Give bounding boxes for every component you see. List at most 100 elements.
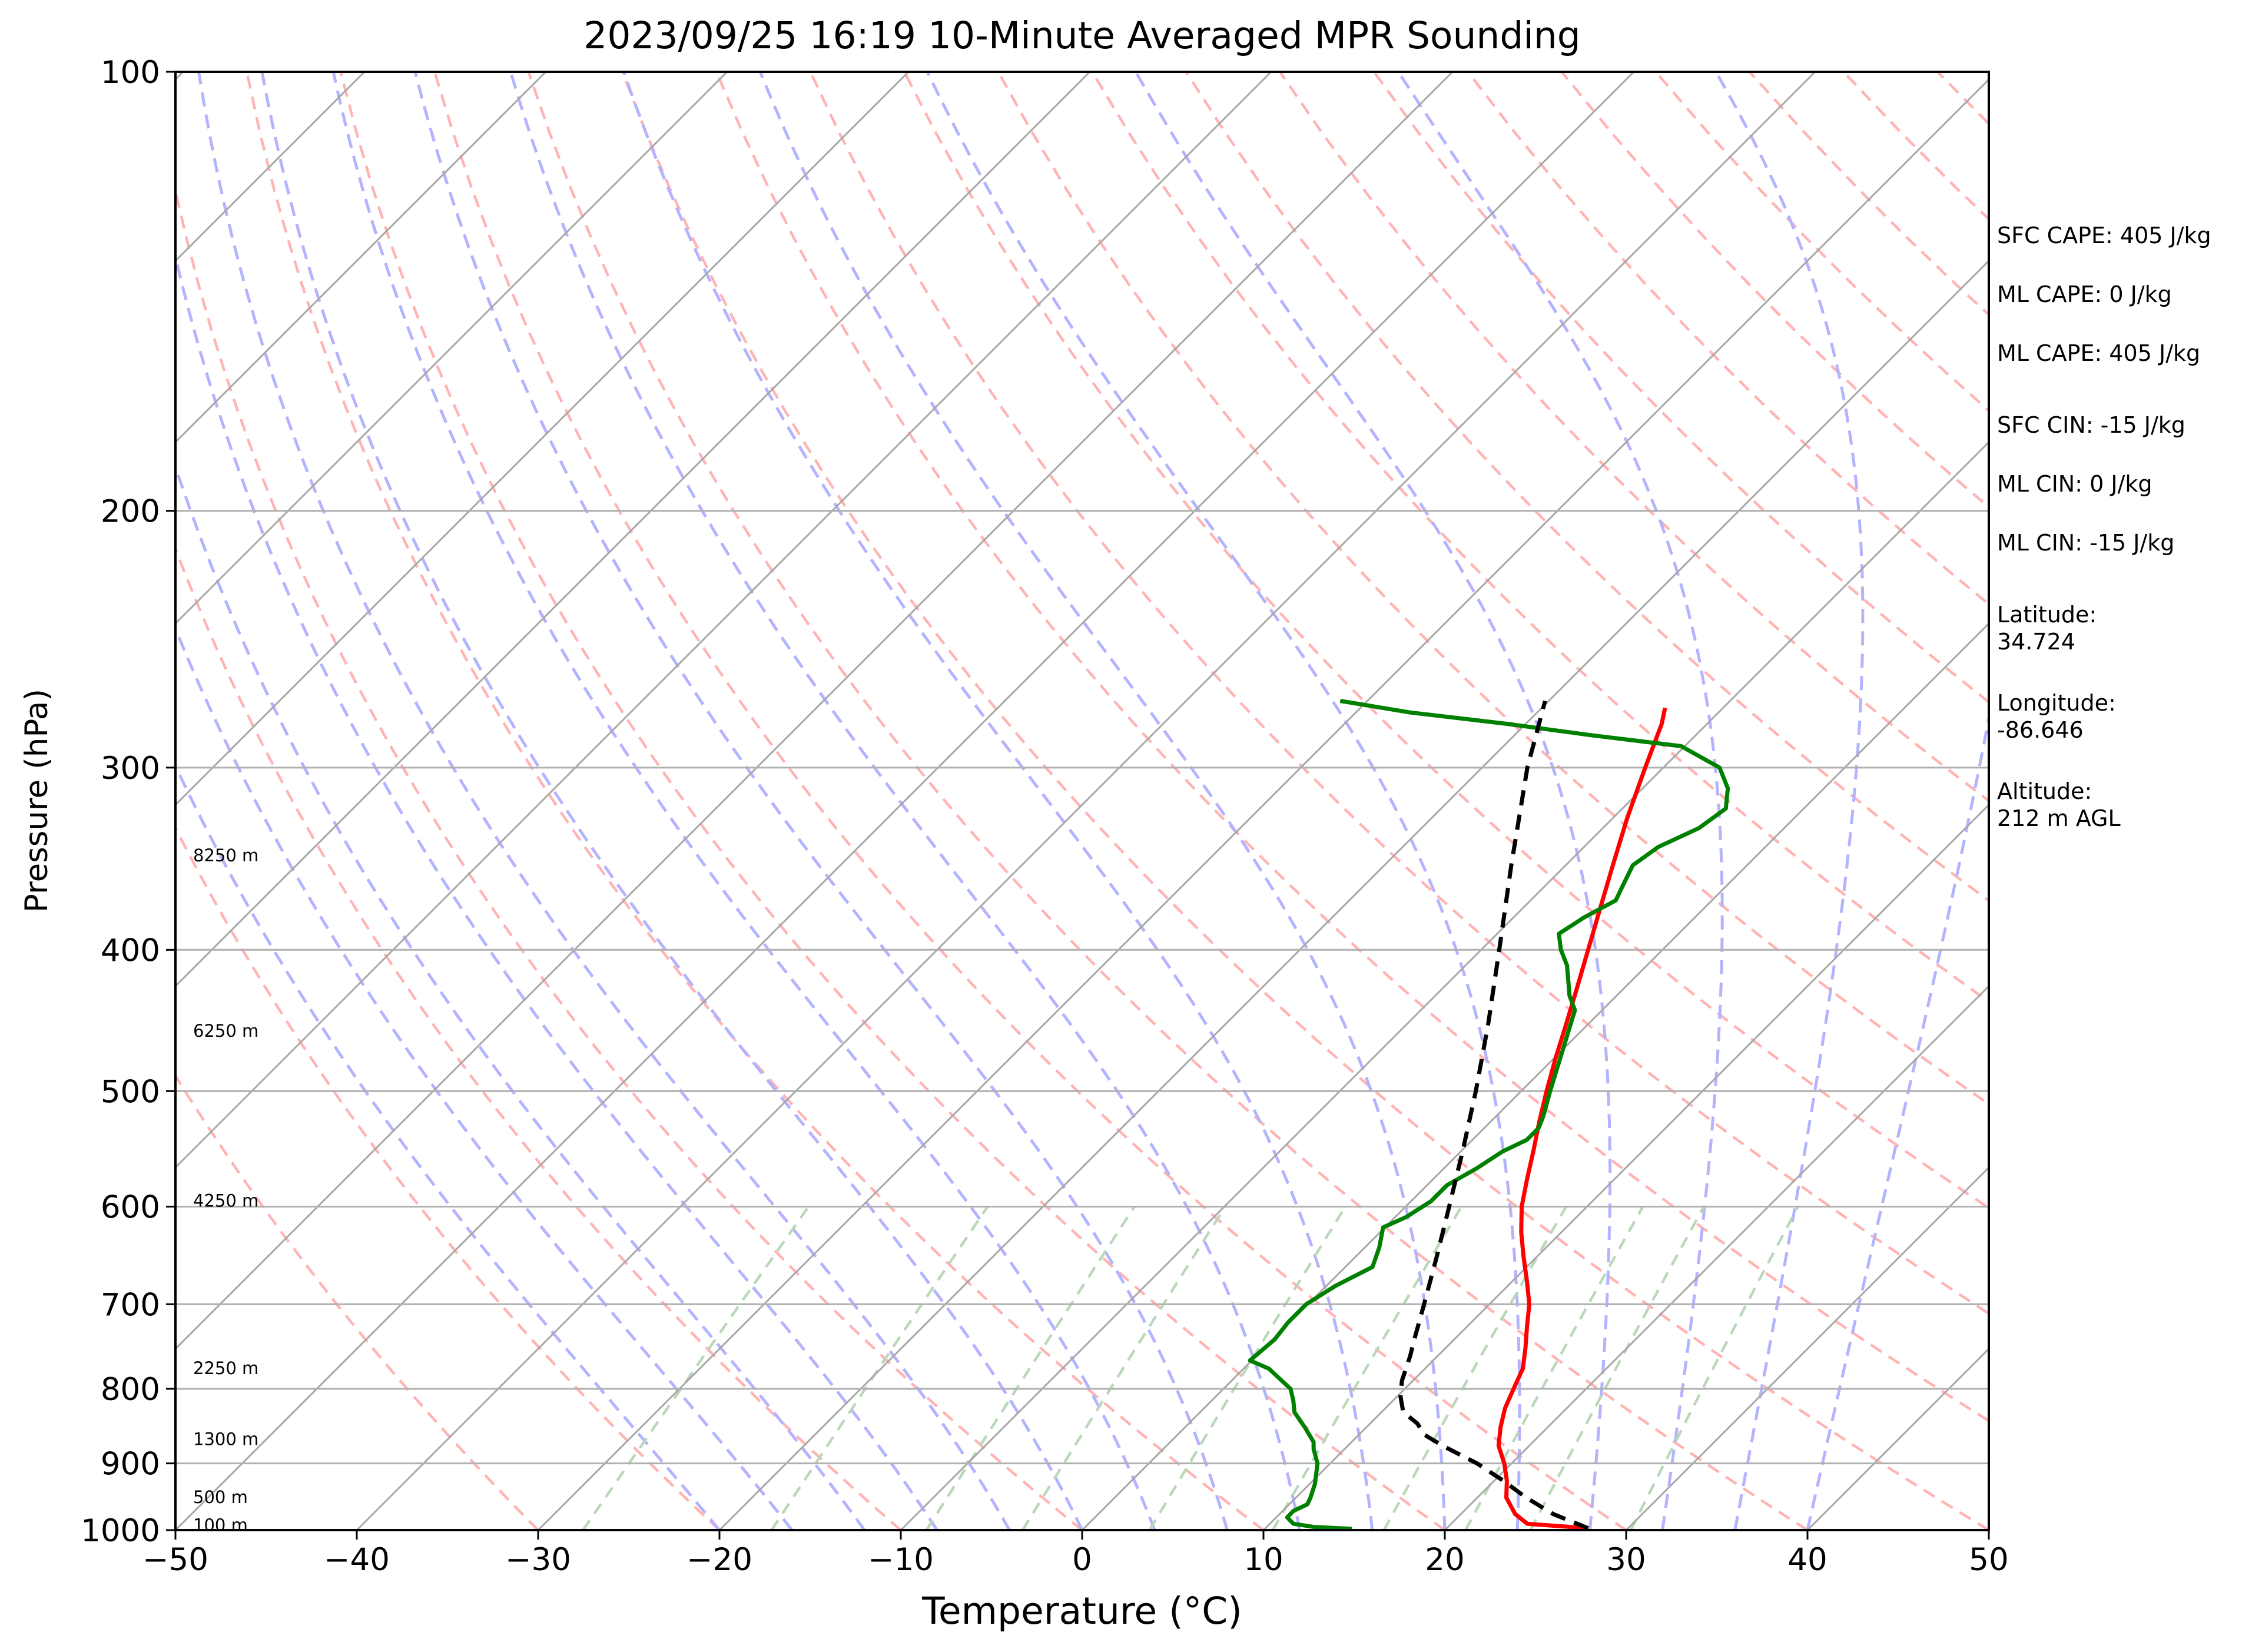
latitude-label: Latitude:	[1997, 602, 2097, 628]
height-label: 4250 m	[193, 1190, 258, 1210]
dewpoint-profile	[1248, 699, 1730, 1530]
isotherm	[175, 72, 1635, 1530]
x-tick-label: 40	[1787, 1542, 1827, 1578]
y-tick-label: 900	[101, 1447, 160, 1482]
isotherm	[718, 259, 1989, 1530]
moist-adiabat	[1134, 72, 1612, 1530]
y-tick-label: 500	[101, 1074, 160, 1110]
height-label: 6250 m	[193, 1021, 258, 1041]
moist-adiabat	[1714, 72, 1865, 1530]
y-tick-label: 700	[101, 1287, 160, 1323]
isotherm	[175, 72, 1272, 1169]
mixing-ratio-line	[1021, 1206, 1227, 1530]
height-label: 8250 m	[193, 845, 258, 865]
moist-adiabat	[1806, 710, 1989, 1530]
moist-adiabat	[260, 72, 1084, 1530]
dry-adiabat	[1185, 72, 1989, 903]
x-tick-label: −40	[324, 1542, 390, 1578]
y-tick-label: 800	[101, 1372, 160, 1408]
mixing-ratio-line	[1629, 1206, 1799, 1530]
y-tick-label: 300	[101, 751, 160, 787]
ml-cin-text: ML CIN: 0 J/kg	[1997, 471, 2152, 497]
y-tick-label: 200	[101, 494, 160, 530]
moist-adiabat	[175, 250, 938, 1530]
x-tick-label: −20	[686, 1542, 752, 1578]
dry-adiabat	[175, 545, 902, 1530]
y-tick-label: 600	[101, 1189, 160, 1225]
mixing-ratio-line	[1529, 1206, 1705, 1530]
height-label: 1300 m	[193, 1429, 258, 1449]
parcel-profile	[1398, 700, 1589, 1530]
isotherm	[175, 72, 1091, 988]
sounding-series	[1248, 699, 1730, 1530]
y-tick-label: 100	[101, 55, 160, 91]
moist-adiabat	[175, 462, 866, 1530]
chart-title: 2023/09/25 16:19 10-Minute Averaged MPR …	[583, 14, 1581, 57]
dry-adiabat	[621, 72, 1989, 1530]
x-tick-label: −30	[505, 1542, 571, 1578]
x-tick-label: −10	[868, 1542, 934, 1578]
moist-adiabat	[197, 72, 1011, 1530]
dry-adiabat	[433, 72, 1627, 1530]
latitude-value: 34.724	[1997, 629, 2075, 655]
dry-adiabat	[175, 1073, 539, 1530]
dry-adiabat	[715, 72, 1989, 1422]
isotherm	[1262, 803, 1989, 1530]
dry-adiabat	[175, 185, 1083, 1530]
isotherm	[175, 72, 547, 444]
x-tick-label: 0	[1072, 1542, 1092, 1578]
x-tick-label: 30	[1606, 1542, 1646, 1578]
y-tick-label: 1000	[81, 1513, 160, 1549]
moist-adiabat	[175, 762, 721, 1530]
height-label: 2250 m	[193, 1358, 258, 1378]
temperature-profile	[1496, 707, 1667, 1530]
isotherm	[175, 72, 728, 625]
y-tick-label: 400	[101, 933, 160, 968]
height-label: 500 m	[193, 1487, 248, 1507]
dry-adiabat	[1279, 72, 1989, 803]
dry-adiabat	[903, 72, 1989, 1210]
x-tick-label: 10	[1243, 1542, 1283, 1578]
background-lines	[0, 72, 2262, 1530]
isotherm	[1625, 1166, 1989, 1530]
moist-adiabat	[758, 72, 1447, 1530]
mixing-ratio-line	[770, 1206, 989, 1530]
mixing-ratio-line	[582, 1206, 810, 1530]
moist-adiabat	[622, 72, 1374, 1530]
dry-adiabat	[809, 72, 1989, 1315]
altitude-value: 212 m AGL	[1997, 805, 2121, 831]
dry-adiabat	[2219, 72, 2262, 1530]
dry-adiabat	[175, 825, 721, 1530]
moist-adiabat	[331, 72, 1156, 1530]
y-axis-label: Pressure (hPa)	[19, 689, 55, 913]
x-tick-label: 50	[1969, 1542, 2008, 1578]
y-axis: 100 200 300 400 500 600 700 800 900 1000	[81, 55, 175, 1549]
dry-adiabat	[997, 72, 1989, 1106]
x-axis-label: Temperature (°C)	[921, 1590, 1242, 1633]
x-axis: −50 −40 −30 −20 −10 0 10 20 30 40 50	[142, 1530, 2009, 1578]
x-tick-label: 20	[1425, 1542, 1464, 1578]
sfc-cape-text: SFC CAPE: 405 J/kg	[1997, 223, 2211, 248]
isotherm	[175, 72, 1454, 1351]
isotherm	[1081, 622, 1989, 1530]
altitude-label: Altitude:	[1997, 778, 2092, 804]
plot-frame	[174, 71, 1990, 1531]
ml-cape-text-2: ML CAPE: 405 J/kg	[1997, 340, 2201, 366]
moist-adiabat	[1397, 72, 1724, 1530]
moist-adiabat	[926, 72, 1521, 1530]
ml-cin-text-2: ML CIN: -15 J/kg	[1997, 530, 2175, 556]
isotherm	[1444, 984, 1989, 1530]
sfc-cin-text: SFC CIN: -15 J/kg	[1997, 412, 2185, 438]
height-label: 100 m	[193, 1515, 248, 1535]
dry-adiabat	[246, 72, 1265, 1530]
height-labels: 100 m 500 m 1300 m 2250 m 4250 m 6250 m 8250 m	[193, 845, 258, 1535]
isotherm	[175, 72, 910, 807]
isotherm	[0, 72, 2, 1530]
moist-adiabat	[509, 72, 1302, 1530]
isotherm	[900, 440, 1989, 1530]
mixing-ratio-line	[925, 1206, 1136, 1530]
ml-cape-text: ML CAPE: 0 J/kg	[1997, 281, 2172, 307]
longitude-value: -86.646	[1997, 717, 2084, 743]
dry-adiabat	[527, 72, 1809, 1530]
